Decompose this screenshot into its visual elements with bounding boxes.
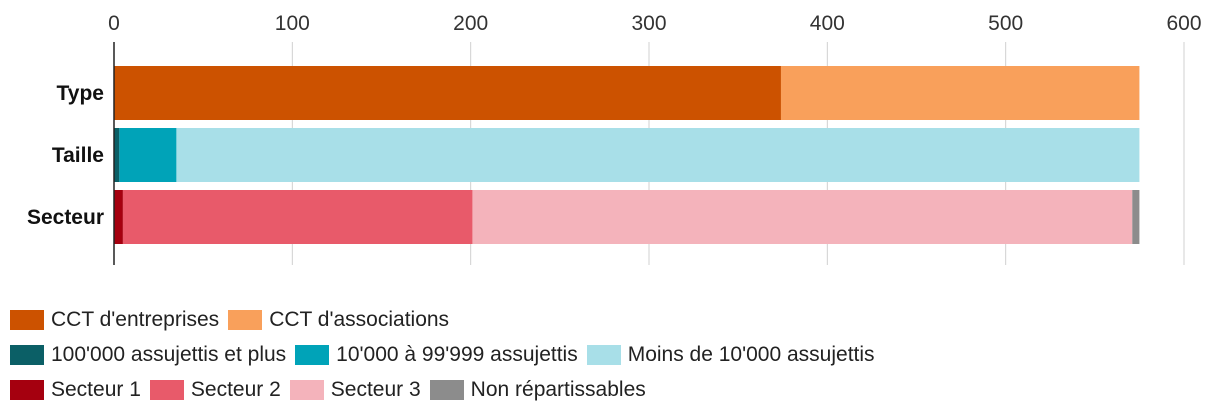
category-label-secteur: Secteur — [27, 206, 104, 229]
category-label-taille: Taille — [52, 144, 104, 167]
legend-swatch — [228, 309, 263, 330]
legend-label: 100'000 assujettis et plus — [51, 342, 287, 366]
x-tick-label-400: 400 — [810, 12, 845, 35]
legend-swatch — [295, 344, 330, 365]
legend-item-10-000-a-99-999-assujettis: 10'000 à 99'999 assujettis — [295, 343, 578, 367]
x-tick-label-0: 0 — [108, 12, 120, 35]
x-tick-label-600: 600 — [1166, 12, 1201, 35]
legend-swatch — [289, 379, 324, 400]
bar-100-000-assujettis-et-plus — [114, 128, 120, 182]
legend-row-1: CCT d'entreprises CCT d'associations — [10, 302, 1210, 337]
bar-cct-d-entreprises — [114, 66, 781, 120]
legend-item-cct-d-entreprises: CCT d'entreprises — [10, 308, 219, 332]
bar-10-000-a-99-999-assujettis — [119, 128, 177, 182]
x-tick-label-200: 200 — [453, 12, 488, 35]
legend-swatch — [10, 344, 44, 365]
x-tick-label-300: 300 — [631, 12, 666, 35]
legend-item-100-000-assujettis-et-plus: 100'000 assujettis et plus — [10, 343, 286, 367]
bar-secteur-2 — [122, 190, 473, 244]
legend-item-non-repartissables: Non répartissables — [429, 377, 646, 402]
legend-swatch — [10, 309, 44, 330]
legend-swatch — [429, 379, 464, 400]
legend-row-2: 100'000 assujettis et plus 10'000 à 99'99… — [10, 337, 1210, 372]
legend-swatch — [149, 379, 184, 400]
legend-label: Secteur 2 — [190, 377, 281, 401]
legend-item-secteur-3: Secteur 3 — [289, 377, 421, 402]
category-label-type: Type — [57, 82, 104, 105]
x-axis-ticks: 0 100 200 300 400 500 600 — [108, 12, 1201, 35]
bars — [114, 66, 1140, 244]
legend-item-secteur-2: Secteur 2 — [149, 377, 281, 402]
legend: CCT d'entreprises CCT d'associations 100'0… — [10, 302, 1210, 407]
legend-label: CCT d'associations — [269, 307, 450, 331]
legend-label: Moins de 10'000 assujettis — [627, 342, 875, 366]
legend-label: Secteur 3 — [330, 377, 421, 401]
bar-secteur-3 — [472, 190, 1133, 244]
legend-swatch — [10, 379, 44, 400]
legend-label: Non répartissables — [470, 377, 646, 401]
legend-item-moins-de-10-000-assujettis: Moins de 10'000 assujettis — [586, 342, 875, 367]
bar-secteur-1 — [114, 190, 123, 244]
legend-row-3: Secteur 1 Secteur 2 Secteur 3 Non répartiss… — [10, 372, 1210, 407]
category-labels: Type Taille Secteur — [27, 82, 104, 229]
bar-cct-d-associations — [780, 66, 1140, 120]
bar-non-repartissables — [1132, 190, 1140, 244]
legend-item-secteur-1: Secteur 1 — [10, 378, 141, 402]
legend-label: Secteur 1 — [51, 377, 141, 401]
legend-label: CCT d'entreprises — [51, 307, 220, 331]
x-tick-label-500: 500 — [988, 12, 1023, 35]
legend-item-cct-d-associations: CCT d'associations — [228, 308, 449, 332]
stacked-bar-chart: 0 100 200 300 400 500 600 Type Taille Secteur — [27, 12, 1202, 265]
legend-swatch — [586, 344, 621, 365]
x-tick-label-100: 100 — [275, 12, 310, 35]
legend-label: 10'000 à 99'999 assujettis — [336, 342, 578, 366]
bar-moins-de-10-000-assujettis — [176, 128, 1140, 182]
